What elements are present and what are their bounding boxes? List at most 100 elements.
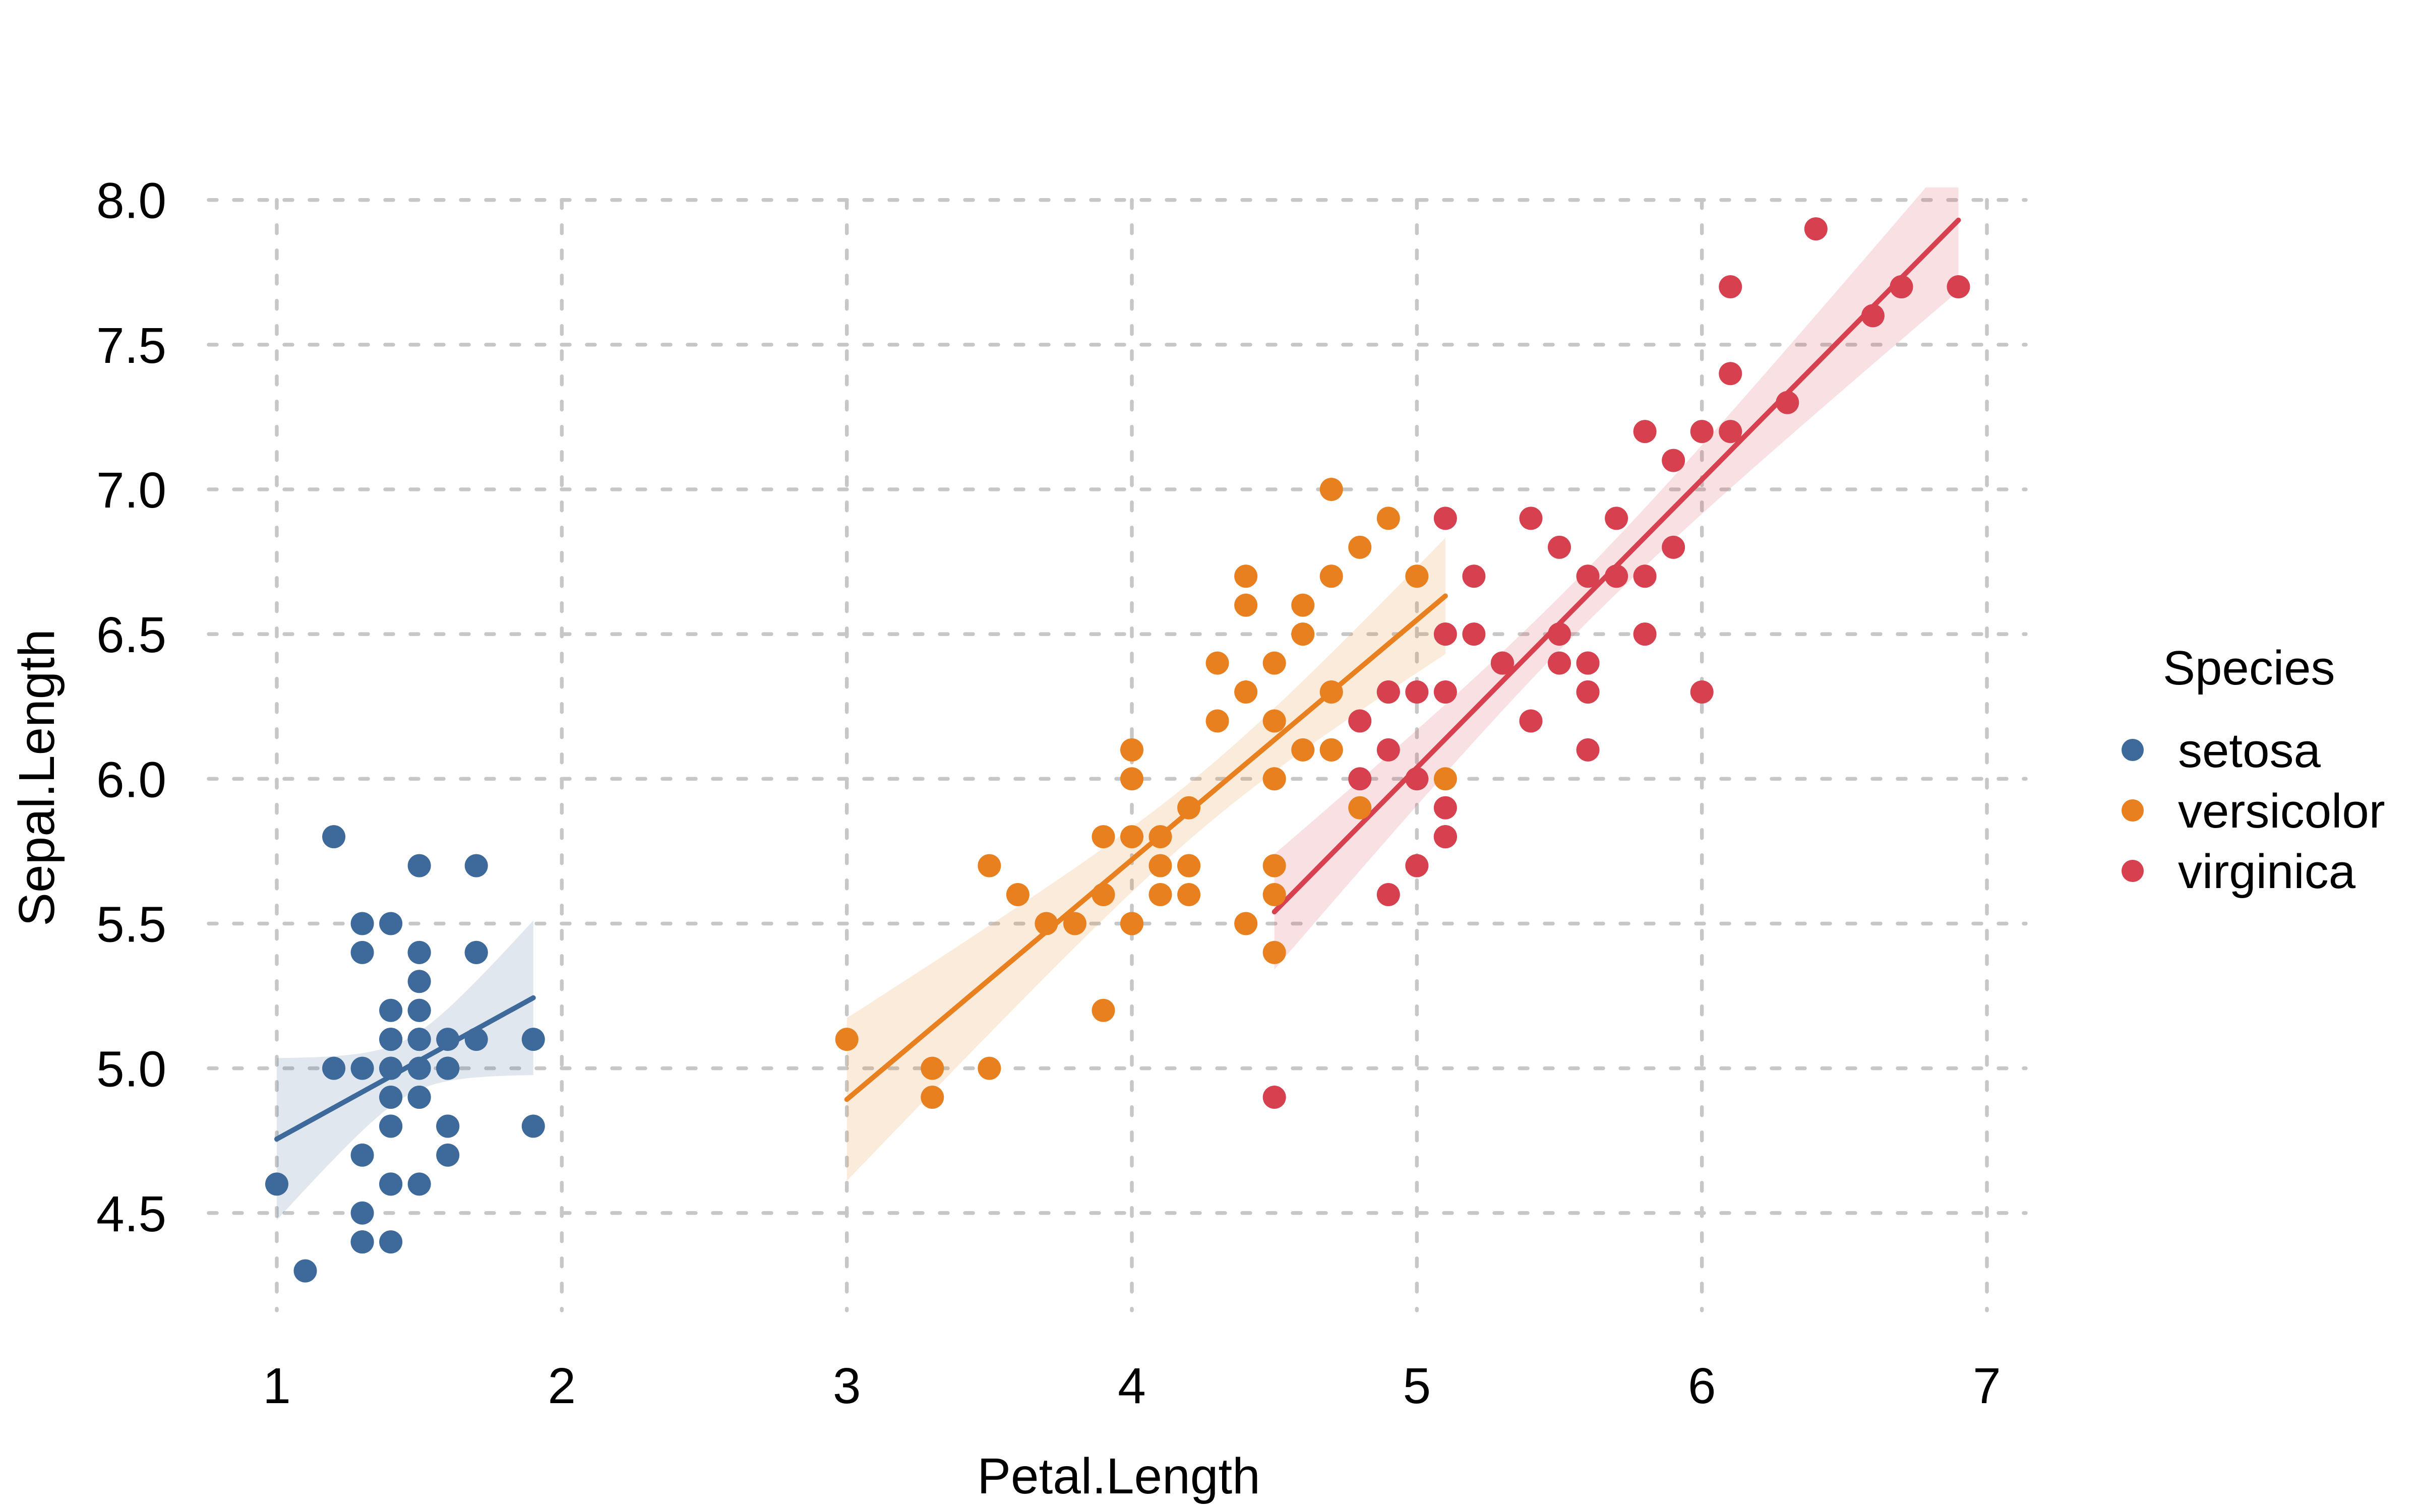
data-point-virginica <box>1433 622 1457 646</box>
data-point-versicolor <box>1262 940 1286 964</box>
data-point-versicolor <box>1348 796 1372 820</box>
legend-item-label: versicolor <box>2178 784 2385 838</box>
y-tick-label: 4.5 <box>96 1186 166 1242</box>
data-point-virginica <box>1690 680 1714 704</box>
data-point-versicolor <box>1291 738 1315 762</box>
data-point-setosa <box>379 1028 403 1051</box>
data-point-virginica <box>1433 680 1457 704</box>
data-point-setosa <box>379 1114 403 1138</box>
ci-band-virginica <box>1274 187 1959 970</box>
data-point-versicolor <box>1262 651 1286 675</box>
data-point-virginica <box>1633 622 1657 646</box>
data-point-versicolor <box>1177 854 1201 877</box>
data-point-versicolor <box>1319 564 1343 588</box>
data-point-setosa <box>407 940 431 964</box>
legend-title: Species <box>2163 641 2335 695</box>
data-point-virginica <box>1262 1086 1286 1109</box>
data-point-virginica <box>1576 738 1600 762</box>
data-point-setosa <box>407 1172 431 1196</box>
data-point-versicolor <box>1291 622 1315 646</box>
data-point-versicolor <box>1148 854 1172 877</box>
data-point-setosa <box>407 1056 431 1080</box>
data-point-virginica <box>1376 883 1400 907</box>
x-tick-label: 5 <box>1403 1358 1431 1414</box>
data-point-versicolor <box>1148 883 1172 907</box>
data-point-versicolor <box>978 1056 1001 1080</box>
data-point-versicolor <box>1262 767 1286 791</box>
data-point-versicolor <box>921 1056 944 1080</box>
regression-lines <box>274 217 1961 1142</box>
data-point-versicolor <box>1262 883 1286 907</box>
data-point-versicolor <box>1148 825 1172 849</box>
data-point-virginica <box>1405 854 1429 877</box>
data-point-versicolor <box>1092 883 1115 907</box>
legend-item-label: virginica <box>2178 845 2356 899</box>
legend-marker-virginica <box>2122 860 2144 882</box>
data-point-setosa <box>464 1028 488 1051</box>
data-point-virginica <box>1576 680 1600 704</box>
data-point-versicolor <box>1405 564 1429 588</box>
data-point-versicolor <box>1234 912 1258 935</box>
data-point-versicolor <box>978 854 1001 877</box>
y-tick-label: 7.0 <box>96 462 166 519</box>
data-point-virginica <box>1547 622 1571 646</box>
data-point-versicolor <box>1092 825 1115 849</box>
scatter-points <box>265 217 1970 1283</box>
legend-items: setosa versicolor virginica <box>2122 724 2385 899</box>
data-point-versicolor <box>1319 738 1343 762</box>
data-point-virginica <box>1462 622 1486 646</box>
y-axis-title: Sepal.Length <box>9 629 65 926</box>
data-point-setosa <box>379 1086 403 1109</box>
data-point-versicolor <box>1234 680 1258 704</box>
x-tick-labels: 1 2 3 4 5 6 7 <box>263 1358 2001 1414</box>
data-point-virginica <box>1633 564 1657 588</box>
data-point-versicolor <box>1177 796 1201 820</box>
data-point-virginica <box>1462 564 1486 588</box>
x-tick-label: 2 <box>548 1358 576 1414</box>
data-point-setosa <box>407 1028 431 1051</box>
data-point-setosa <box>521 1114 545 1138</box>
data-point-setosa <box>407 1086 431 1109</box>
data-point-setosa <box>407 854 431 877</box>
data-point-versicolor <box>1177 883 1201 907</box>
data-point-virginica <box>1605 564 1628 588</box>
data-point-setosa <box>379 1172 403 1196</box>
data-point-versicolor <box>1234 593 1258 617</box>
x-tick-label: 1 <box>263 1358 291 1414</box>
data-point-versicolor <box>1120 767 1143 791</box>
y-tick-label: 8.0 <box>96 173 166 229</box>
data-point-virginica <box>1433 796 1457 820</box>
data-point-versicolor <box>1120 825 1143 849</box>
data-point-setosa <box>436 1114 460 1138</box>
x-tick-label: 4 <box>1118 1358 1146 1414</box>
data-point-virginica <box>1576 564 1600 588</box>
data-point-versicolor <box>1291 593 1315 617</box>
data-point-versicolor <box>1120 912 1143 935</box>
data-point-versicolor <box>1234 564 1258 588</box>
data-point-virginica <box>1690 420 1714 444</box>
legend-item-label: setosa <box>2178 724 2321 778</box>
data-point-setosa <box>521 1028 545 1051</box>
data-point-virginica <box>1376 738 1400 762</box>
data-point-virginica <box>1776 391 1799 414</box>
data-point-versicolor <box>1205 651 1229 675</box>
data-point-versicolor <box>1262 854 1286 877</box>
data-point-virginica <box>1376 680 1400 704</box>
data-point-versicolor <box>1319 478 1343 501</box>
data-point-versicolor <box>1063 912 1086 935</box>
data-point-versicolor <box>921 1086 944 1109</box>
data-point-virginica <box>1490 651 1514 675</box>
data-point-versicolor <box>1319 680 1343 704</box>
x-tick-label: 3 <box>833 1358 861 1414</box>
data-point-setosa <box>436 1056 460 1080</box>
data-point-virginica <box>1348 709 1372 733</box>
data-point-virginica <box>1433 507 1457 530</box>
data-point-setosa <box>464 940 488 964</box>
data-point-versicolor <box>1262 709 1286 733</box>
data-point-versicolor <box>835 1028 859 1051</box>
data-point-virginica <box>1890 275 1913 298</box>
data-point-virginica <box>1605 507 1628 530</box>
data-point-versicolor <box>1433 767 1457 791</box>
